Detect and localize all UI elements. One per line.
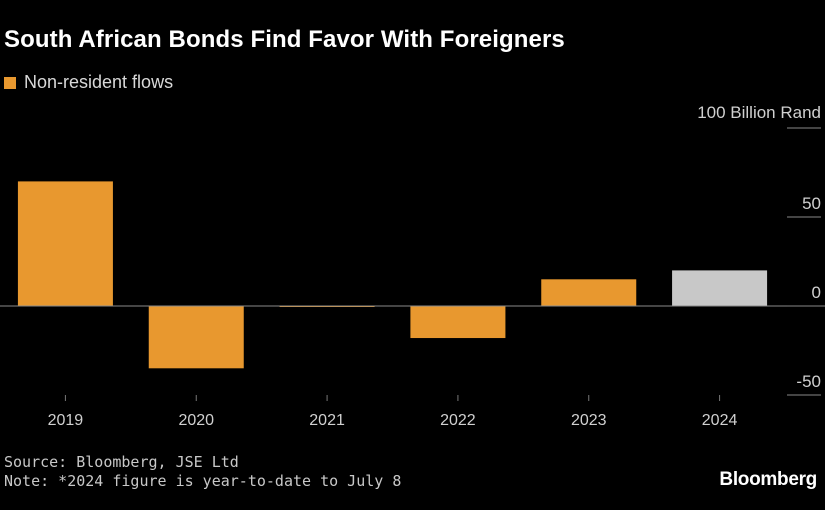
legend: Non-resident flows [4,72,173,93]
note-text: Note: *2024 figure is year-to-date to Ju… [4,472,402,490]
y-tick-label-0: 0 [812,283,821,302]
x-tick-label-2023: 2023 [571,412,607,429]
x-tick-label-2022: 2022 [440,412,476,429]
x-tick-label-2024: 2024 [702,412,738,429]
x-tick-label-2021: 2021 [309,412,345,429]
bar-chart: 2019 2020 2021 2022 2023 2024 100 Billion Rand… [0,103,825,429]
bar-2019 [17,181,113,306]
x-tick-label-2020: 2020 [178,412,214,429]
bar-2023 [541,279,637,306]
source-text: Source: Bloomberg, JSE Ltd [4,453,239,471]
bar-2020 [148,306,244,369]
x-tick-label-2019: 2019 [48,412,84,429]
bar-2022 [410,306,506,339]
legend-label: Non-resident flows [24,72,174,92]
footnotes: Source: Bloomberg, JSE Ltd Note: *2024 f… [4,453,401,491]
bloomberg-logo: Bloomberg [719,469,817,490]
chart-title: South African Bonds Find Favor With Fore… [4,26,565,53]
bar-2024 [672,270,768,306]
y-tick-label--50: -50 [796,372,821,391]
y-tick-label-50: 50 [802,194,821,213]
legend-swatch [4,76,16,89]
y-axis-unit-label: 100 Billion Rand [697,103,821,122]
